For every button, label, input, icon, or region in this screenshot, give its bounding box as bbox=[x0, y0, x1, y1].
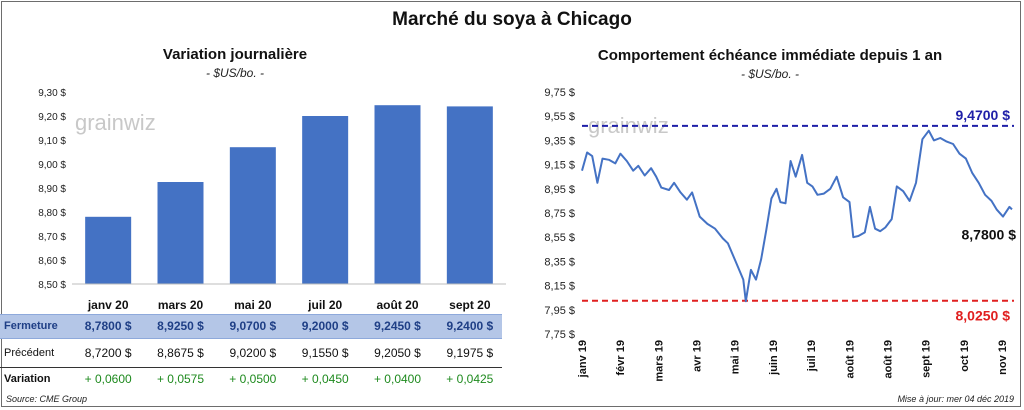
x-tick-label: août 19 bbox=[882, 340, 894, 379]
y-tick-label: 7,95 $ bbox=[544, 305, 575, 317]
watermark-logo: grainwiz bbox=[75, 110, 156, 135]
table-cell: 9,2450 $ bbox=[374, 319, 421, 333]
x-tick-label: nov 19 bbox=[997, 340, 1009, 375]
x-tick-label: janv 20 bbox=[87, 298, 129, 312]
table-cell: 9,0700 $ bbox=[229, 319, 277, 333]
row-label-previous: Précédent bbox=[4, 347, 55, 359]
x-tick-label: janv 19 bbox=[577, 340, 589, 378]
y-tick-label: 8,55 $ bbox=[544, 232, 575, 244]
y-tick-label: 8,75 $ bbox=[544, 208, 575, 220]
table-cell: + 0,0425 bbox=[446, 372, 494, 386]
price-series-line bbox=[581, 129, 1013, 303]
y-tick-label: 9,10 $ bbox=[38, 136, 66, 147]
table-cell: + 0,0575 bbox=[156, 372, 205, 386]
x-tick-label: août 20 bbox=[376, 298, 418, 312]
source-note: Source: CME Group bbox=[6, 394, 88, 404]
table-cell: 9,1975 $ bbox=[446, 346, 494, 360]
y-tick-label: 9,30 $ bbox=[38, 88, 66, 99]
y-tick-label: 7,75 $ bbox=[544, 329, 575, 341]
y-tick-label: 8,60 $ bbox=[38, 256, 66, 267]
main-title: Marché du soya à Chicago bbox=[392, 9, 632, 30]
x-tick-label: juin 19 bbox=[768, 340, 780, 376]
bar-chart: 9,30 $ 9,20 $ 9,10 $ 9,00 $ 8,90 $ 8,80 $ 8,70… bbox=[38, 88, 506, 312]
x-tick-label: sept 19 bbox=[921, 340, 933, 378]
y-tick-label: 8,70 $ bbox=[38, 232, 66, 243]
y-tick-label: 9,20 $ bbox=[38, 112, 66, 123]
x-tick-label: août 19 bbox=[844, 340, 856, 379]
table-cell: 8,8675 $ bbox=[157, 346, 204, 360]
table-cell: 8,7200 $ bbox=[84, 346, 132, 360]
y-tick-label: 8,15 $ bbox=[544, 281, 575, 293]
table-cell: 9,2000 $ bbox=[301, 319, 349, 333]
line-chart-title: Comportement échéance immédiate depuis 1… bbox=[597, 47, 943, 64]
bar bbox=[229, 147, 276, 284]
table-cell: 9,2050 $ bbox=[374, 346, 421, 360]
table-cell: 8,7800 $ bbox=[84, 319, 132, 333]
bar bbox=[85, 216, 132, 284]
bar bbox=[157, 182, 204, 284]
x-tick-label: sept 20 bbox=[449, 298, 491, 312]
bar bbox=[302, 116, 349, 284]
y-tick-label: 9,35 $ bbox=[544, 135, 575, 147]
y-tick-label: 9,75 $ bbox=[544, 87, 575, 99]
table-cell: + 0,0450 bbox=[301, 372, 349, 386]
y-tick-label: 9,00 $ bbox=[38, 160, 66, 171]
y-tick-label: 8,95 $ bbox=[544, 184, 575, 196]
bar bbox=[374, 105, 421, 284]
low-value-label: 8,0250 $ bbox=[956, 308, 1011, 324]
table-cell: 9,0200 $ bbox=[229, 346, 277, 360]
line-chart: 9,75 $ 9,55 $ 9,35 $ 9,15 $ 8,95 $ 8,75 $ 8,55… bbox=[544, 87, 1017, 382]
y-tick-label: 9,15 $ bbox=[544, 160, 575, 172]
x-tick-label: mai 19 bbox=[730, 340, 742, 374]
table-cell: + 0,0400 bbox=[373, 372, 422, 386]
x-tick-label: févr 19 bbox=[615, 340, 627, 375]
table-row-previous: Précédent 8,7200 $ 8,8675 $ 9,0200 $ 9,1550… bbox=[0, 342, 502, 365]
x-tick-label: juil 20 bbox=[307, 298, 342, 312]
update-note: Mise à jour: mer 04 déc 2019 bbox=[897, 394, 1014, 404]
table-row-closing: Fermeture 8,7800 $ 8,9250 $ 9,0700 $ 9,2000… bbox=[0, 314, 502, 339]
y-tick-label: 8,80 $ bbox=[38, 208, 66, 219]
x-tick-label: juil 19 bbox=[806, 340, 818, 372]
x-tick-label: avr 19 bbox=[692, 340, 704, 372]
table-cell: 9,1550 $ bbox=[301, 346, 349, 360]
y-tick-label: 8,50 $ bbox=[38, 280, 66, 291]
table-cell: 8,9250 $ bbox=[157, 319, 204, 333]
table-cell: + 0,0500 bbox=[229, 372, 277, 386]
high-value-label: 9,4700 $ bbox=[956, 107, 1011, 123]
table-row-variation: Variation + 0,0600 + 0,0575 + 0,0500 + 0,04… bbox=[0, 367, 502, 391]
y-tick-label: 8,90 $ bbox=[38, 184, 66, 195]
x-tick-label: mars 19 bbox=[653, 340, 665, 382]
table-cell: + 0,0600 bbox=[84, 372, 132, 386]
line-chart-unit: - $US/bo. - bbox=[740, 67, 800, 81]
table-cell: 9,2400 $ bbox=[446, 319, 494, 333]
y-tick-label: 9,55 $ bbox=[544, 111, 575, 123]
x-tick-label: oct 19 bbox=[959, 340, 971, 372]
row-label-closing: Fermeture bbox=[4, 320, 58, 332]
y-tick-label: 8,35 $ bbox=[544, 256, 575, 268]
row-label-variation: Variation bbox=[4, 373, 51, 385]
x-tick-label: mars 20 bbox=[158, 298, 204, 312]
bar bbox=[446, 106, 493, 285]
bar-chart-title: Variation journalière bbox=[162, 46, 308, 63]
bar-chart-unit: - $US/bo. - bbox=[205, 66, 265, 80]
x-tick-label: mai 20 bbox=[234, 298, 272, 312]
last-value-label: 8,7800 $ bbox=[962, 226, 1017, 242]
